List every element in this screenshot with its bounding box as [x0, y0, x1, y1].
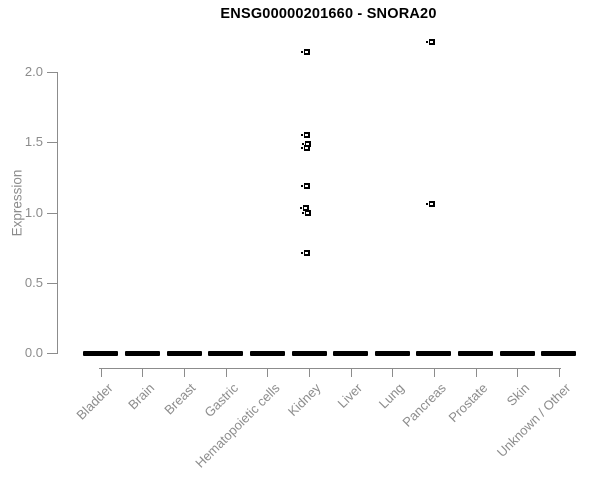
data-point	[302, 209, 311, 216]
x-tick	[475, 368, 477, 377]
x-tick	[267, 368, 269, 377]
x-tick	[433, 368, 435, 377]
x-tick	[558, 368, 560, 377]
x-tick	[392, 368, 394, 377]
y-axis-line	[57, 71, 58, 355]
x-tick-label: Skin	[503, 380, 533, 409]
x-tick	[309, 368, 310, 377]
y-tick	[47, 142, 57, 144]
y-tick	[47, 353, 57, 355]
x-tick-label: Pancreas	[399, 380, 449, 430]
x-tick-label: Prostate	[445, 380, 491, 426]
x-tick	[350, 368, 352, 377]
x-tick-label: Kidney	[285, 380, 324, 420]
data-point	[301, 48, 310, 55]
zero-cluster-dash	[249, 351, 285, 357]
data-point	[301, 144, 310, 151]
x-tick-label: Liver	[335, 380, 366, 411]
zero-cluster-dash	[374, 351, 410, 357]
x-tick	[517, 368, 519, 377]
zero-cluster-dash	[124, 351, 160, 357]
x-tick-label: Brain	[125, 380, 158, 413]
y-tick-label: 1.5	[24, 134, 43, 150]
y-tick	[47, 212, 57, 214]
x-tick	[100, 368, 102, 377]
chart-title: ENSG00000201660 - SNORA20	[220, 6, 437, 22]
x-tick	[142, 368, 144, 377]
y-tick-label: 0.0	[24, 345, 43, 361]
x-axis-line	[98, 367, 561, 369]
zero-cluster-dash	[541, 351, 577, 357]
zero-cluster-dash	[83, 351, 119, 357]
data-point	[302, 140, 311, 147]
x-tick-label: Breast	[161, 380, 199, 418]
y-tick-label: 1.0	[24, 204, 43, 220]
x-tick-label: Unknown / Other	[494, 380, 574, 460]
zero-cluster-dash	[208, 351, 244, 357]
zero-cluster-dash	[458, 351, 494, 357]
zero-cluster-dash	[499, 351, 535, 357]
y-tick-label: 2.0	[24, 63, 43, 79]
y-tick-label: 0.5	[24, 274, 43, 290]
data-point	[425, 201, 435, 208]
data-point	[301, 132, 310, 139]
y-axis-title: Expression	[9, 169, 25, 237]
x-tick	[225, 368, 227, 377]
data-point	[300, 205, 309, 212]
zero-cluster-dash	[416, 351, 452, 357]
x-tick	[184, 368, 186, 377]
x-tick-label: Lung	[376, 380, 408, 412]
y-tick	[47, 282, 57, 284]
zero-cluster-dash	[333, 351, 369, 357]
data-point	[425, 39, 435, 46]
y-tick	[47, 71, 57, 73]
zero-cluster-dash	[166, 351, 202, 357]
data-point	[301, 250, 310, 257]
x-tick-label: Gastric	[200, 380, 241, 421]
x-tick-label: Bladder	[73, 380, 116, 423]
data-point	[301, 182, 310, 189]
zero-cluster-dash	[291, 351, 327, 357]
